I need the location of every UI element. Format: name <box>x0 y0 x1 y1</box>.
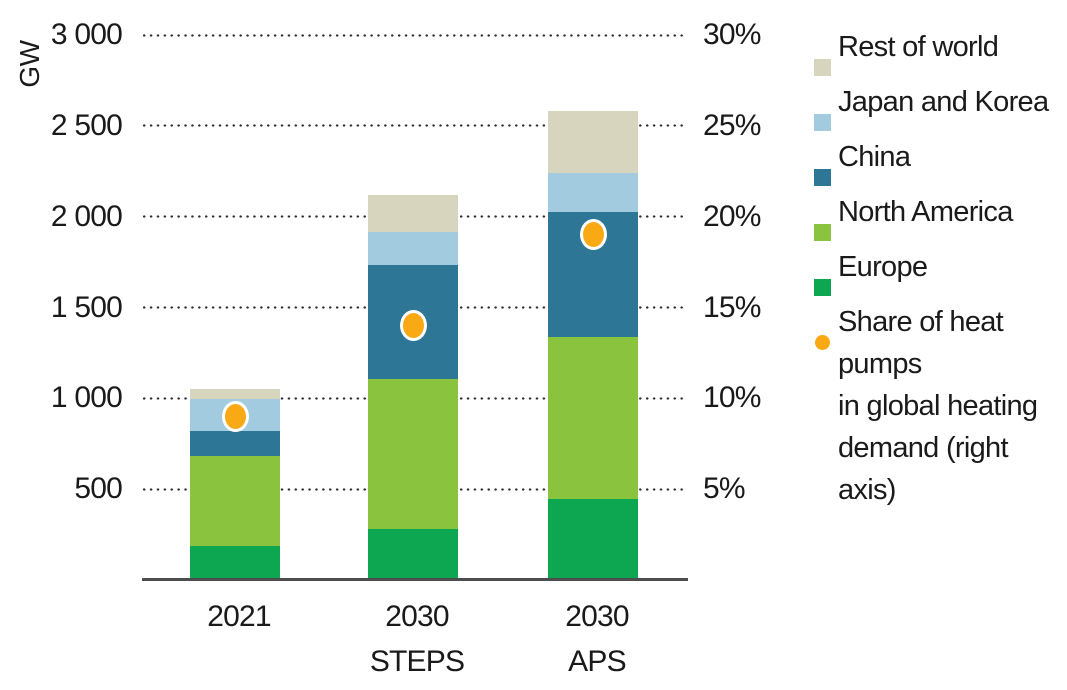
gridline-2500 <box>143 124 684 128</box>
gridline-3000 <box>143 33 684 37</box>
legend-label-north-america: North America <box>838 196 1013 228</box>
bar-segment-north-america-2030-steps <box>368 379 458 530</box>
y-axis-tick-2500: 2 500 <box>50 108 123 142</box>
legend-square-marker-china <box>814 169 831 186</box>
legend-square-marker-north-america <box>814 224 831 241</box>
bar-segment-europe-2030-steps <box>368 529 458 580</box>
y-axis-tick-500: 500 <box>74 472 122 506</box>
x-axis-line <box>142 578 688 581</box>
y-axis-tick-1000: 1 000 <box>50 381 123 415</box>
bar-segment-north-america-2030-aps <box>548 337 638 500</box>
bar-segment-japan-and-korea-2030-aps <box>548 173 638 213</box>
bar-segment-china-2021 <box>190 431 280 457</box>
legend-label-japan-and-korea: Japan and Korea <box>838 86 1049 118</box>
y-axis-tick-2000: 2 000 <box>50 199 123 233</box>
bar-segment-japan-and-korea-2030-steps <box>368 232 458 265</box>
bar-segment-rest-of-world-2030-steps <box>368 194 458 233</box>
share-dot-2030-steps <box>399 310 427 342</box>
x-axis-label-2021: 2021 <box>207 600 271 633</box>
legend-label-rest-of-world: Rest of world <box>838 31 999 63</box>
bar-segment-europe-2021 <box>190 546 280 580</box>
x-axis-label-2030-steps: 2030 STEPS <box>369 600 465 678</box>
y-axis-tick-1500: 1 500 <box>50 290 123 324</box>
bar-segment-rest-of-world-2021 <box>190 389 280 400</box>
legend-square-marker-rest-of-world <box>814 59 831 76</box>
legend-square-marker-europe <box>814 279 831 296</box>
legend-label-china: China <box>838 141 911 173</box>
share-dot-2030-aps <box>579 219 607 251</box>
x-axis-label-2030-aps: 2030 APS <box>565 600 629 678</box>
share-dot-2021 <box>221 401 249 432</box>
pct-axis-tick-15: 15% <box>703 290 761 324</box>
pct-axis-tick-25: 25% <box>703 108 761 142</box>
pct-axis-tick-20: 20% <box>703 199 761 233</box>
pct-axis-tick-30: 30% <box>703 18 761 51</box>
legend-circle-marker-share-of-heat-pumps <box>815 335 830 350</box>
pct-axis-tick-10: 10% <box>703 381 761 415</box>
y-axis-tick-3000: 3 000 <box>50 18 123 51</box>
legend-square-marker-japan-and-korea <box>814 114 831 131</box>
bar-segment-europe-2030-aps <box>548 499 638 580</box>
legend-label-share-of-heat-pumps: Share of heat pumps in global heating de… <box>838 306 1038 506</box>
legend-label-europe: Europe <box>838 251 928 283</box>
bar-segment-north-america-2021 <box>190 456 280 547</box>
pct-axis-tick-5: 5% <box>703 472 746 506</box>
bar-segment-rest-of-world-2030-aps <box>548 111 638 174</box>
